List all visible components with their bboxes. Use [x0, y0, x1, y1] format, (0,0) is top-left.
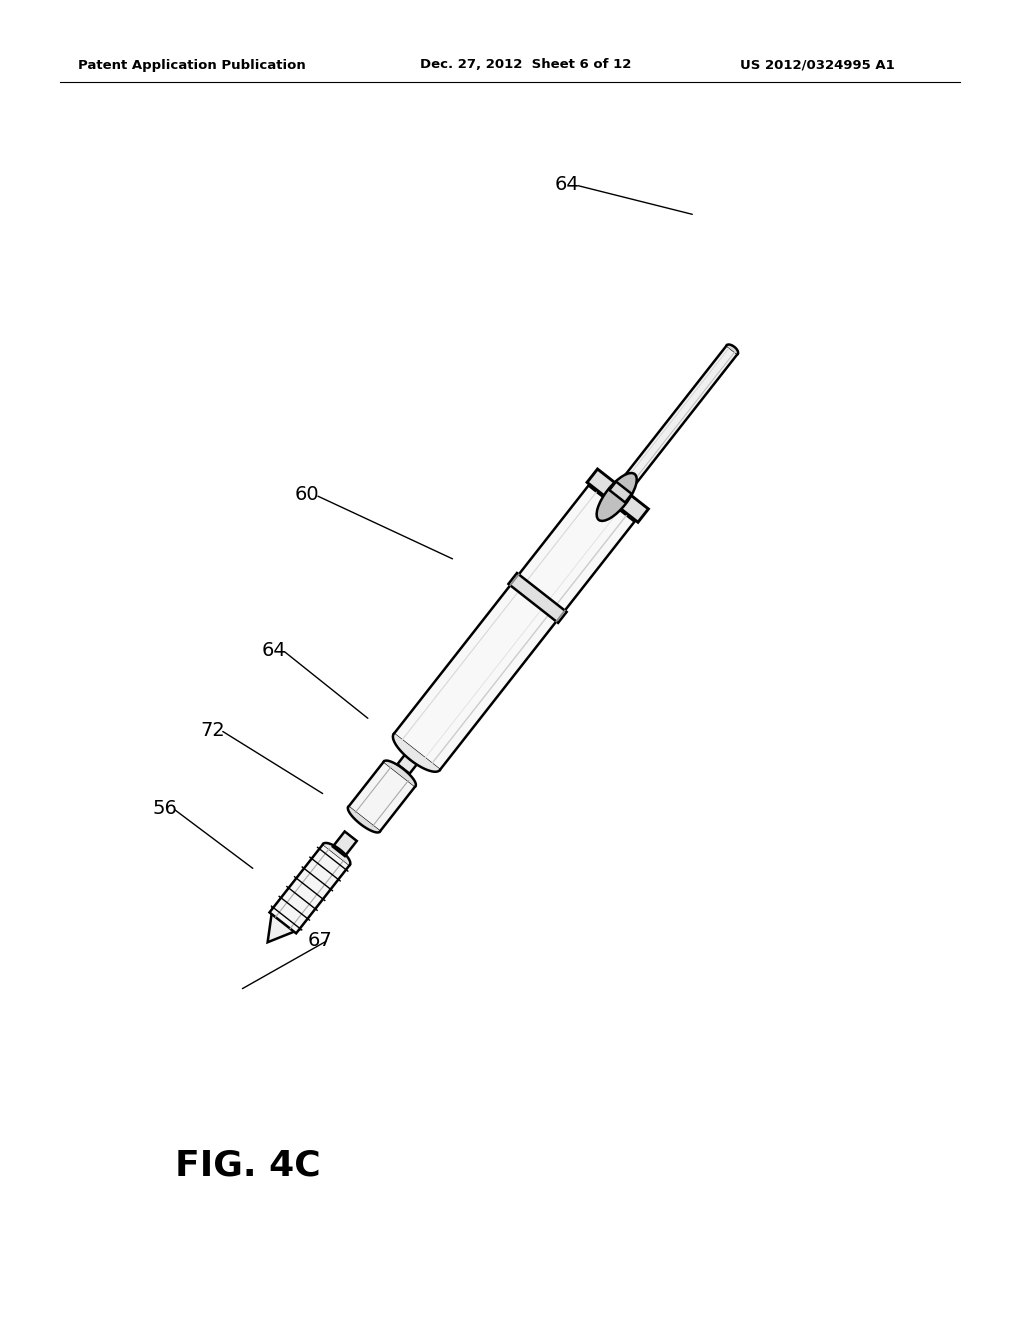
Polygon shape — [394, 486, 635, 770]
Polygon shape — [348, 762, 416, 832]
Text: Dec. 27, 2012  Sheet 6 of 12: Dec. 27, 2012 Sheet 6 of 12 — [420, 58, 632, 71]
Text: 56: 56 — [152, 799, 177, 817]
Text: US 2012/0324995 A1: US 2012/0324995 A1 — [740, 58, 895, 71]
Text: 60: 60 — [295, 486, 319, 504]
Text: 64: 64 — [262, 640, 287, 660]
Polygon shape — [348, 807, 380, 833]
Polygon shape — [509, 573, 566, 623]
Polygon shape — [393, 734, 440, 772]
Polygon shape — [617, 346, 737, 494]
Text: 72: 72 — [200, 721, 224, 739]
Ellipse shape — [597, 473, 637, 521]
Text: 64: 64 — [555, 176, 580, 194]
Polygon shape — [397, 752, 419, 774]
Polygon shape — [384, 760, 416, 787]
Polygon shape — [587, 469, 648, 523]
Polygon shape — [609, 482, 632, 503]
Text: Patent Application Publication: Patent Application Publication — [78, 58, 306, 71]
Polygon shape — [269, 843, 350, 933]
Text: FIG. 4C: FIG. 4C — [175, 1148, 321, 1181]
Polygon shape — [324, 843, 350, 865]
Polygon shape — [333, 832, 356, 857]
Polygon shape — [267, 908, 299, 942]
Polygon shape — [727, 345, 738, 354]
Text: 67: 67 — [308, 931, 333, 949]
